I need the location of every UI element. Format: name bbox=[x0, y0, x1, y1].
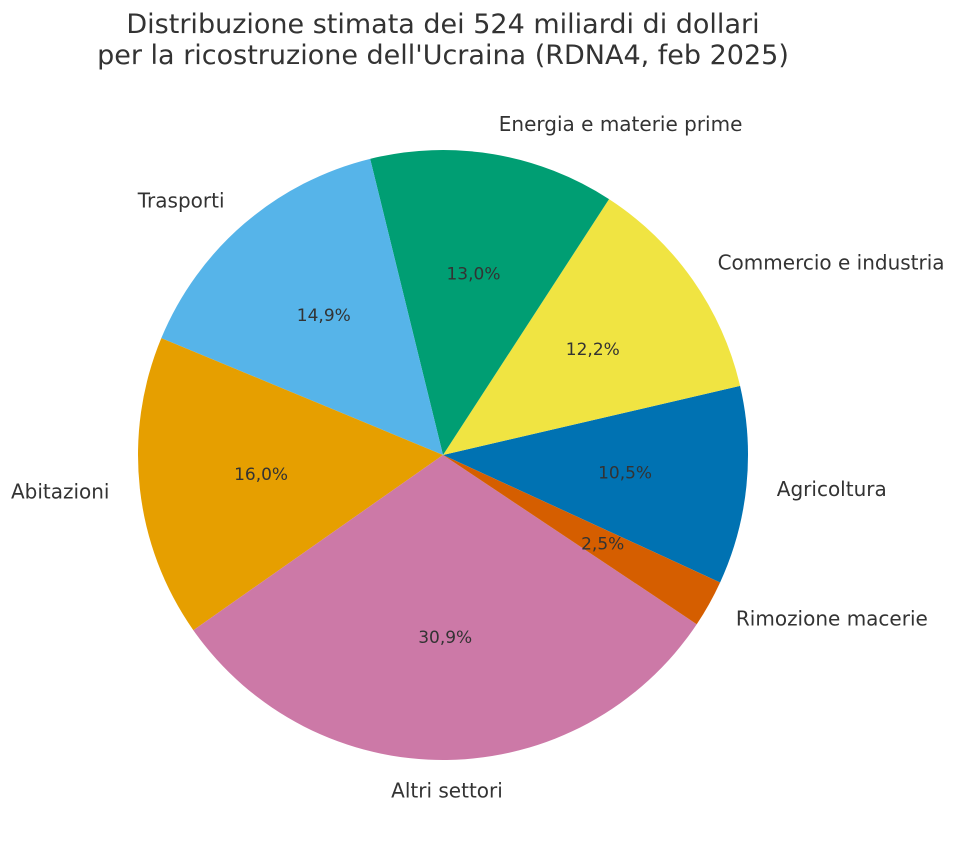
pie-category-label-rimozione-macerie: Rimozione macerie bbox=[736, 607, 928, 631]
pie-slice-rimozione-macerie bbox=[443, 455, 721, 625]
pie-pct-label-trasporti: 14,9% bbox=[297, 306, 351, 326]
pie-category-label-energia-e-materie-prime: Energia e materie prime bbox=[499, 112, 743, 136]
chart-title-line-2: per la ricostruzione dell'Ucraina (RDNA4… bbox=[97, 40, 789, 71]
pie-slice-commercio-e-industria bbox=[443, 199, 741, 455]
pie-pct-label-energia-e-materie-prime: 13,0% bbox=[446, 265, 500, 285]
pie-category-label-abitazioni: Abitazioni bbox=[11, 480, 110, 504]
pie-slice-altri-settori bbox=[193, 455, 697, 761]
pie-pct-label-commercio-e-industria: 12,2% bbox=[566, 340, 620, 360]
pie-slice-agricoltura bbox=[443, 385, 748, 583]
chart-title-line-1: Distribuzione stimata dei 524 miliardi d… bbox=[126, 9, 759, 40]
pie-category-label-trasporti: Trasporti bbox=[137, 188, 225, 212]
pie-category-label-commercio-e-industria: Commercio e industria bbox=[718, 250, 945, 274]
pie-category-label-agricoltura: Agricoltura bbox=[777, 477, 887, 501]
pie-slice-energia-e-materie-prime bbox=[370, 149, 610, 455]
pie-pct-label-altri-settori: 30,9% bbox=[418, 628, 472, 648]
pie-slices bbox=[137, 149, 748, 761]
pie-labels: 10,5% Agricoltura 12,2% Commercio e industr… bbox=[11, 112, 945, 802]
pie-category-label-altri-settori: Altri settori bbox=[391, 779, 503, 803]
pie-slice-abitazioni bbox=[137, 338, 444, 631]
pie-pct-label-agricoltura: 10,5% bbox=[598, 464, 652, 484]
pie-slice-trasporti bbox=[161, 158, 444, 455]
pie-pct-label-abitazioni: 16,0% bbox=[234, 465, 288, 485]
pie-pct-label-rimozione-macerie: 2,5% bbox=[581, 534, 624, 554]
